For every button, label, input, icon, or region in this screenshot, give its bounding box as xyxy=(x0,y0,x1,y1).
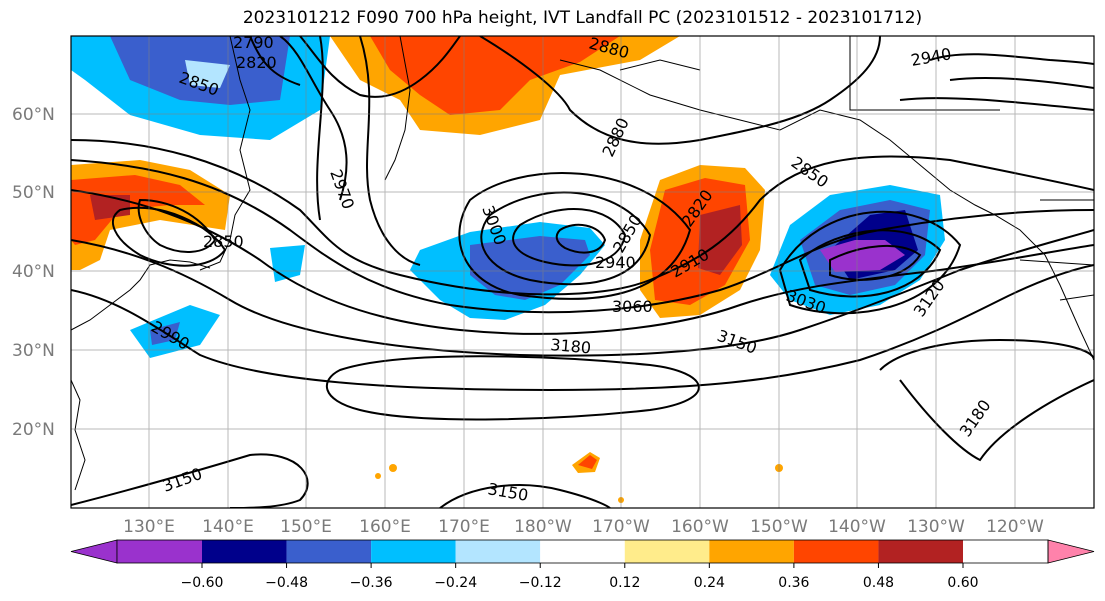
lon-label: 150°E xyxy=(280,517,332,537)
colorbar-border xyxy=(116,539,1049,564)
colorbar: −0.60 −0.48 −0.36 −0.24 −0.12 0.12 0.24 0.36 0.4… xyxy=(70,539,1095,591)
colorbar-segment xyxy=(371,540,456,563)
colorbar-segment xyxy=(540,540,625,563)
lon-label: 170°E xyxy=(438,517,490,537)
longitude-labels: 130°E 140°E 150°E 160°E 170°E 180°W 170°… xyxy=(123,517,1044,537)
lat-label: 30°N xyxy=(12,341,55,361)
colorbar-tick-label: −0.48 xyxy=(265,575,308,591)
colorbar-tick-label: −0.24 xyxy=(434,575,477,591)
map-border xyxy=(70,35,1095,509)
contour-label: 3060 xyxy=(612,297,653,316)
colorbar-tick-label: −0.36 xyxy=(350,575,393,591)
colorbar-segment xyxy=(455,540,541,563)
colorbar-segment xyxy=(624,540,710,563)
lon-label: 130°W xyxy=(907,517,965,537)
contour-label: 2790 xyxy=(233,33,274,52)
lon-label: 160°W xyxy=(671,517,729,537)
colorbar-tick-label: 0.24 xyxy=(694,575,725,591)
height-contours xyxy=(71,36,1094,508)
colorbar-segment xyxy=(793,540,879,563)
colorbar-tick-label: 0.48 xyxy=(863,575,894,591)
colorbar-tick-label: −0.12 xyxy=(519,575,562,591)
contour-label: 3180 xyxy=(550,335,592,357)
lon-label: 160°E xyxy=(359,517,411,537)
colorbar-segment xyxy=(286,540,372,563)
colorbar-tick-label: 0.12 xyxy=(609,575,640,591)
lon-label: 150°W xyxy=(750,517,808,537)
lon-label: 140°E xyxy=(202,517,254,537)
colorbar-tick-label: 0.36 xyxy=(778,575,809,591)
lat-label: 60°N xyxy=(12,105,55,125)
colorbar-extend-high xyxy=(1047,539,1095,564)
contour-label: 2940 xyxy=(595,253,636,272)
lon-label: 170°W xyxy=(592,517,650,537)
lon-label: 180°W xyxy=(514,517,572,537)
lon-label: 140°W xyxy=(828,517,886,537)
lat-label: 50°N xyxy=(12,183,55,203)
colorbar-extend-low xyxy=(70,539,118,564)
lon-label: 130°E xyxy=(123,517,175,537)
colorbar-tick-label: −0.60 xyxy=(181,575,224,591)
map-title: 2023101212 F090 700 hPa height, IVT Land… xyxy=(242,8,923,28)
latitude-labels: 60°N 50°N 40°N 30°N 20°N xyxy=(12,105,55,440)
colorbar-segment xyxy=(878,540,963,563)
colorbar-segment xyxy=(202,540,287,563)
contour-label: 2820 xyxy=(236,53,277,72)
colorbar-segment xyxy=(117,540,202,563)
gridlines xyxy=(71,36,1094,508)
contour-label: 2850 xyxy=(203,232,244,251)
colorbar-tick-label: 0.60 xyxy=(947,575,978,591)
lat-label: 40°N xyxy=(12,262,55,282)
lat-label: 20°N xyxy=(12,420,55,440)
coastlines xyxy=(71,36,1094,491)
colorbar-segment xyxy=(709,540,794,563)
lon-label: 120°W xyxy=(986,517,1044,537)
